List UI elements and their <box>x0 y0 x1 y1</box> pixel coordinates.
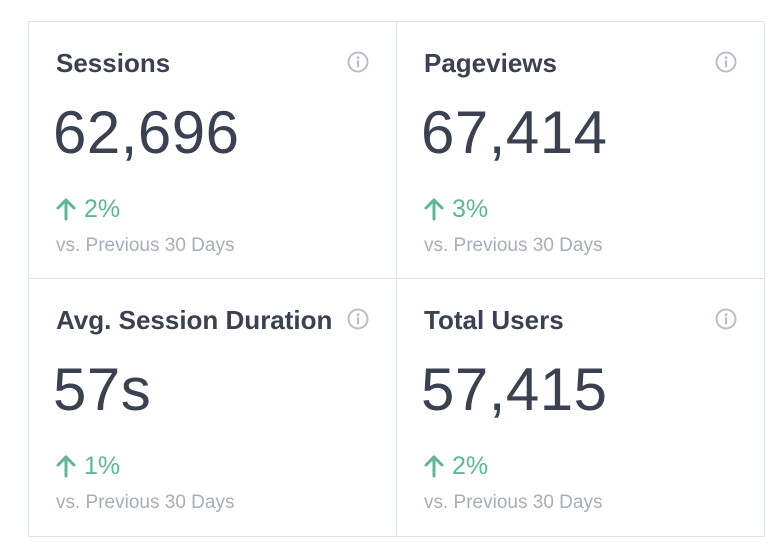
stat-card-total-users: Total Users 57,415 2% vs. Previous 30 Da… <box>397 279 765 537</box>
arrow-up-icon <box>424 455 444 478</box>
comparison-label: vs. Previous 30 Days <box>56 235 235 256</box>
change-indicator: 2% <box>55 194 120 224</box>
card-title: Pageviews <box>424 48 557 78</box>
arrow-up-icon <box>56 198 76 221</box>
info-icon[interactable] <box>715 308 737 330</box>
change-indicator: 3% <box>423 194 488 224</box>
change-indicator: 2% <box>423 451 488 481</box>
comparison-label: vs. Previous 30 Days <box>424 492 603 513</box>
change-value: 2% <box>84 195 121 223</box>
arrow-up-icon <box>56 455 76 478</box>
info-icon[interactable] <box>347 308 369 330</box>
stats-grid: Sessions 62,696 2% vs. Previous 30 Days … <box>28 21 765 537</box>
change-value: 3% <box>452 195 489 223</box>
info-icon[interactable] <box>715 51 737 73</box>
card-value: 62,696 <box>53 99 240 166</box>
stat-card-sessions: Sessions 62,696 2% vs. Previous 30 Days <box>29 22 397 279</box>
comparison-label: vs. Previous 30 Days <box>424 235 603 256</box>
change-indicator: 1% <box>55 451 120 481</box>
card-title: Avg. Session Duration <box>56 305 333 335</box>
card-title: Total Users <box>424 305 564 335</box>
change-value: 1% <box>84 452 121 480</box>
card-value: 67,414 <box>421 99 608 166</box>
arrow-up-icon <box>424 198 444 221</box>
card-title: Sessions <box>56 48 171 78</box>
change-value: 2% <box>452 452 489 480</box>
comparison-label: vs. Previous 30 Days <box>56 492 235 513</box>
card-value: 57s <box>53 356 152 423</box>
stat-card-avg-session-duration: Avg. Session Duration 57s 1% vs. Previou… <box>29 279 397 537</box>
info-icon[interactable] <box>347 51 369 73</box>
card-value: 57,415 <box>421 356 608 423</box>
stat-card-pageviews: Pageviews 67,414 3% vs. Previous 30 Days <box>397 22 765 279</box>
